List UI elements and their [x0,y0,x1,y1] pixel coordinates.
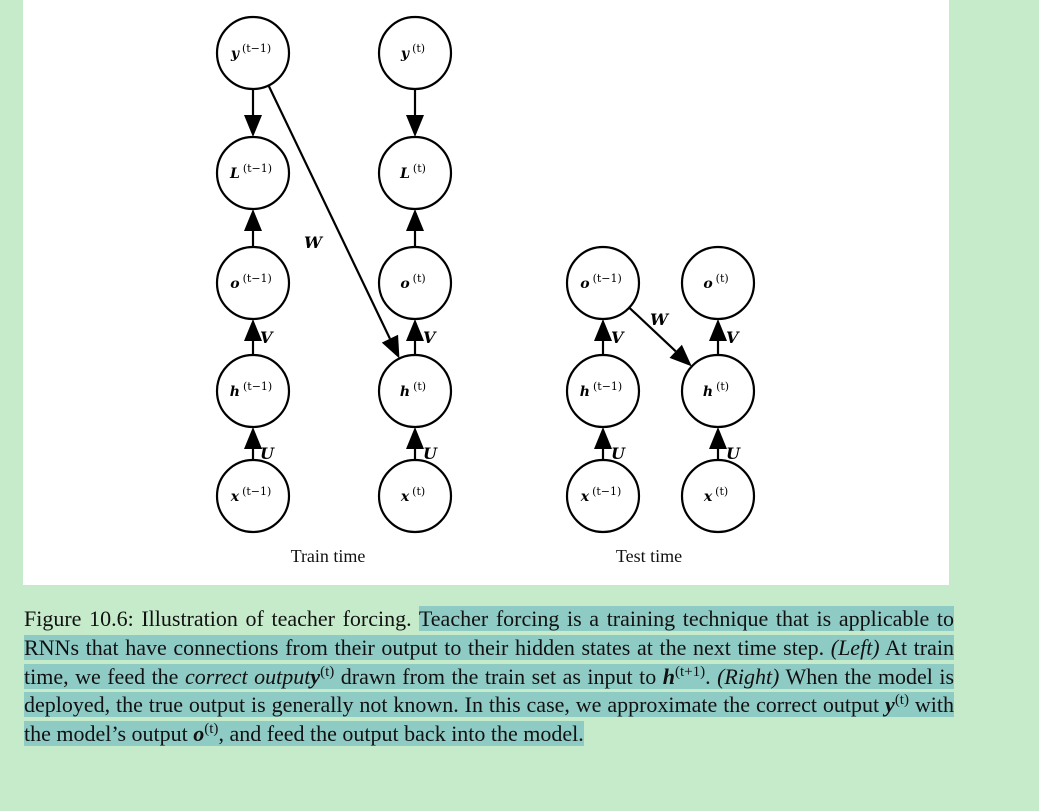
test-node-o_tm1 [565,245,641,321]
caption-o-symbol: o [193,721,205,747]
test-node-label-o_t: o (t) [703,272,728,292]
caption-text: At train time, we feed the [24,634,954,689]
caption-t-superscript: (t) [894,692,909,709]
train-node-label-o_tm1: o (t−1) [230,272,272,292]
train-node-label-L_tm1: L (t−1) [229,162,272,182]
train-edge-y_tm1-h_t-arrowhead [381,334,400,359]
caption-text: When the model is deployed, the true out… [24,663,954,718]
train-node-h_tm1 [215,353,291,429]
test-node-x_t [680,458,756,534]
test-w-label: W [650,310,670,329]
test-edge-h_t-o_t-arrowhead [709,319,727,341]
test-u-label-left: U [611,444,626,463]
caption-lead: Figure 10.6: Illustration of teacher for… [24,606,419,631]
train-node-label-x_tm1: x (t−1) [230,485,272,505]
train-edge-y_tm1-L_tm1-arrowhead [244,115,262,137]
test-node-label-h_tm1: h (t−1) [580,380,622,400]
caption-text: drawn from the train set as input to [334,663,663,689]
train-node-y_t [377,15,453,91]
caption-left-tag: (Left) [830,634,880,660]
caption-t-superscript: (t) [204,721,219,738]
test-v-label-left: V [611,328,625,347]
test-u-label-right: U [726,444,741,463]
caption-text: , and feed the output back into the mode… [218,721,584,747]
train-node-x_tm1 [215,458,291,534]
test-node-h_tm1 [565,353,641,429]
test-edge-o_tm1-h_t-arrowhead [669,344,692,367]
train-edge-y_tm1-h_t-line [267,84,391,340]
train-u-label-left: U [260,444,275,463]
test-node-h_t [680,353,756,429]
train-node-o_tm1 [215,245,291,321]
caption-t1-superscript: (t+1) [674,663,706,680]
test-node-o_t [680,245,756,321]
train-edge-h_tm1-o_tm1-arrowhead [244,319,262,341]
test-node-label-h_t: h (t) [703,380,729,400]
figure-caption: Figure 10.6: Illustration of teacher for… [24,605,955,749]
train-edge-x_t-h_t-arrowhead [406,427,424,449]
caption-y-symbol: y [885,692,895,718]
test-node-x_tm1 [565,458,641,534]
train-time-label: Train time [291,546,366,566]
caption-t-superscript: (t) [320,663,335,680]
test-node-label-x_t: x (t) [703,485,728,505]
train-edge-x_tm1-h_tm1-arrowhead [244,427,262,449]
test-node-label-x_tm1: x (t−1) [580,485,622,505]
train-node-label-y_tm1: y (t−1) [230,42,271,62]
train-v-label-right: V [423,328,437,347]
train-node-L_tm1 [215,135,291,211]
train-edge-o_t-L_t-arrowhead [406,209,424,231]
test-node-label-o_tm1: o (t−1) [580,272,622,292]
test-edge-o_tm1-h_t-line [628,306,677,353]
train-node-x_t [377,458,453,534]
train-node-h_t [377,353,453,429]
train-node-label-o_t: o (t) [400,272,425,292]
train-node-y_tm1 [215,15,291,91]
test-v-label-right: V [726,328,740,347]
teacher-forcing-diagram: W V V U U W V V U Uy (t−1) L (t−1) o (t−1) h (t−1) x (t−1)… [215,15,756,566]
caption-right-tag: (Right) [717,663,780,689]
test-edge-x_tm1-h_tm1-arrowhead [594,427,612,449]
train-node-L_t [377,135,453,211]
train-edge-h_t-o_t-arrowhead [406,319,424,341]
train-node-label-y_t: y (t) [400,42,425,62]
test-time-label: Test time [616,546,682,566]
test-edge-x_t-h_t-arrowhead [709,427,727,449]
caption-text: with the model’s output [24,692,954,747]
train-v-label-left: V [260,328,274,347]
caption-y-symbol: y [310,663,321,689]
train-node-label-x_t: x (t) [400,485,425,505]
caption-correct-output: correct output [184,663,311,689]
train-edge-o_tm1-L_tm1-arrowhead [244,209,262,231]
caption-h-symbol: h [662,663,675,689]
test-edge-h_tm1-o_tm1-arrowhead [594,319,612,341]
train-node-label-h_t: h (t) [400,380,426,400]
train-edge-y_t-L_t-arrowhead [406,115,424,137]
train-u-label-right: U [423,444,438,463]
train-node-label-L_t: L (t) [399,162,426,182]
train-w-label: W [304,233,324,252]
caption-sentence: Teacher forcing is a training technique … [24,606,955,660]
train-node-label-h_tm1: h (t−1) [230,380,272,400]
train-node-o_t [377,245,453,321]
caption-text: . [705,663,718,689]
